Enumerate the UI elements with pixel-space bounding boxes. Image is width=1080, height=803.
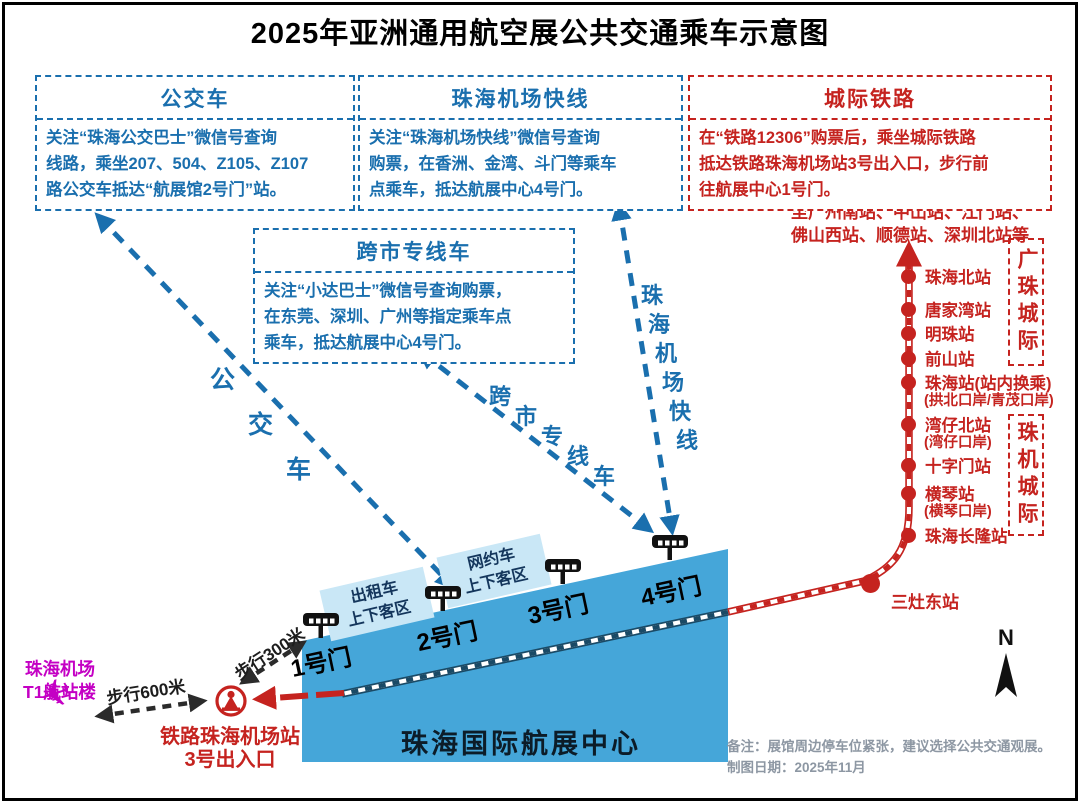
bus-box-title: 公交车 [37,77,353,120]
bus-info-box: 公交车 关注“珠海公交巴士”微信号查询 线路，乘坐207、504、Z105、Z1… [35,75,355,211]
gate-icon [544,558,582,591]
cross-city-route-arrow [416,348,655,534]
route-label-char: 专 [541,424,564,449]
station-subnote: (横琴口岸) [924,504,992,520]
station-dot [901,457,916,473]
airport-express-box-title: 珠海机场快线 [360,77,681,120]
station-dot [901,325,916,341]
station-name: 十字门站 [925,458,991,476]
station-dot [901,268,916,284]
route-label-char: 跨 [489,384,512,409]
cross-city-box-body: 关注“小达巴士”微信号查询购票， 在东莞、深圳、广州等指定乘车点 乘车，抵达航展… [264,282,512,352]
gate-icon [424,585,462,618]
rail-to-entrance-arrow [252,685,345,710]
gate-icon [651,534,689,567]
walk-600m-arrow [94,693,208,724]
station-row: 湾仔北站 [901,412,991,436]
route-label-char: 珠 [641,283,664,308]
intercity-rail-info-box: 城际铁路 在“铁路12306”购票后，乘坐城际铁路 抵达铁路珠海机场站3号出入口… [688,75,1052,211]
rail-station-entrance-line2: 3号出入口 [184,749,276,771]
map-notes: 备注：展馆周边停车位紧张，建议选择公共交通观展。 制图日期：2025年11月 [727,736,1051,778]
page-title: 2025年亚洲通用航空展公共交通乘车示意图 [250,18,830,50]
cross-city-box-title: 跨市专线车 [255,230,573,273]
corridor-guangzhu: 广珠城际 [1008,238,1044,366]
airport-express-info-box: 珠海机场快线 关注“珠海机场快线”微信号查询 购票，在香洲、金湾、斗门等乘车 点… [358,75,683,211]
route-label-char: 车 [593,464,616,489]
venue-name: 珠海国际航展中心 [401,729,641,759]
station-dot [901,301,916,317]
compass-n-label: N [998,625,1014,650]
bus-route-arrow [94,212,456,590]
station-name: 横琴站 [925,486,975,504]
route-label-char: 场 [662,370,685,395]
gate-icon [302,612,340,645]
china-railway-logo-icon [215,685,247,717]
station-name: 珠海北站 [925,269,991,287]
station-dot [901,527,916,543]
airport-name-line1: 珠海机场 [25,659,95,679]
station-dot [901,350,916,366]
intercity-rail-box-title: 城际铁路 [690,77,1050,120]
station-row: 十字门站 [901,453,991,477]
station-row: 前山站 [901,346,975,370]
station-name: 珠海长隆站 [925,528,1008,546]
route-label-char: 线 [676,428,699,453]
station-row: 横琴站 [901,481,975,505]
bus-box-body: 关注“珠海公交巴士”微信号查询 线路，乘坐207、504、Z105、Z107 路… [46,129,309,199]
note-date: 制图日期：2025年11月 [727,760,866,775]
route-label-char: 海 [648,312,671,337]
station-name: 湾仔北站 [925,417,991,435]
route-label-char: 机 [655,341,678,366]
route-label-char: 公 [210,366,236,394]
station-dot [901,485,916,501]
station-subnote: (湾仔口岸) [924,435,992,451]
intercity-rail-box-body: 在“铁路12306”购票后，乘坐城际铁路 抵达铁路珠海机场站3号出入口，步行前 … [699,129,989,199]
station-row: 珠海站(站内换乘) [901,370,1052,394]
station-subnote: (拱北口岸/青茂口岸) [924,393,1054,409]
sanzao-station-label: 三灶东站 [891,593,959,612]
route-label-char: 线 [567,444,590,469]
corridor-zhuji: 珠机城际 [1008,414,1044,536]
note-remark: 备注：展馆周边停车位紧张，建议选择公共交通观展。 [727,739,1051,754]
route-label-char: 快 [669,399,692,424]
rail-station-entrance-line1: 铁路珠海机场站 [160,726,300,748]
station-dot [901,416,916,432]
station-row: 珠海长隆站 [901,523,1008,547]
cross-city-info-box: 跨市专线车 关注“小达巴士”微信号查询购票， 在东莞、深圳、广州等指定乘车点 乘… [253,228,575,364]
sanzao-station-dot [861,574,880,593]
route-label-char: 交 [248,411,274,439]
station-row: 唐家湾站 [901,297,991,321]
compass-arrow-icon [995,653,1017,697]
airport-express-box-body: 关注“珠海机场快线”微信号查询 购票，在香洲、金湾、斗门等乘车 点乘车，抵达航展… [369,129,617,199]
station-name: 前山站 [925,351,975,369]
station-name: 明珠站 [925,326,975,344]
airport-name-line2: T1航站楼 [23,682,96,702]
station-name: 珠海站(站内换乘) [925,375,1052,393]
station-row: 珠海北站 [901,264,991,288]
station-row: 明珠站 [901,321,975,345]
station-dot [901,374,916,390]
walk-300m-arrow [239,640,307,685]
airport-express-route-arrow [611,199,680,537]
station-name: 唐家湾站 [925,302,991,320]
route-label-char: 市 [515,404,538,429]
route-label-char: 车 [286,456,312,484]
